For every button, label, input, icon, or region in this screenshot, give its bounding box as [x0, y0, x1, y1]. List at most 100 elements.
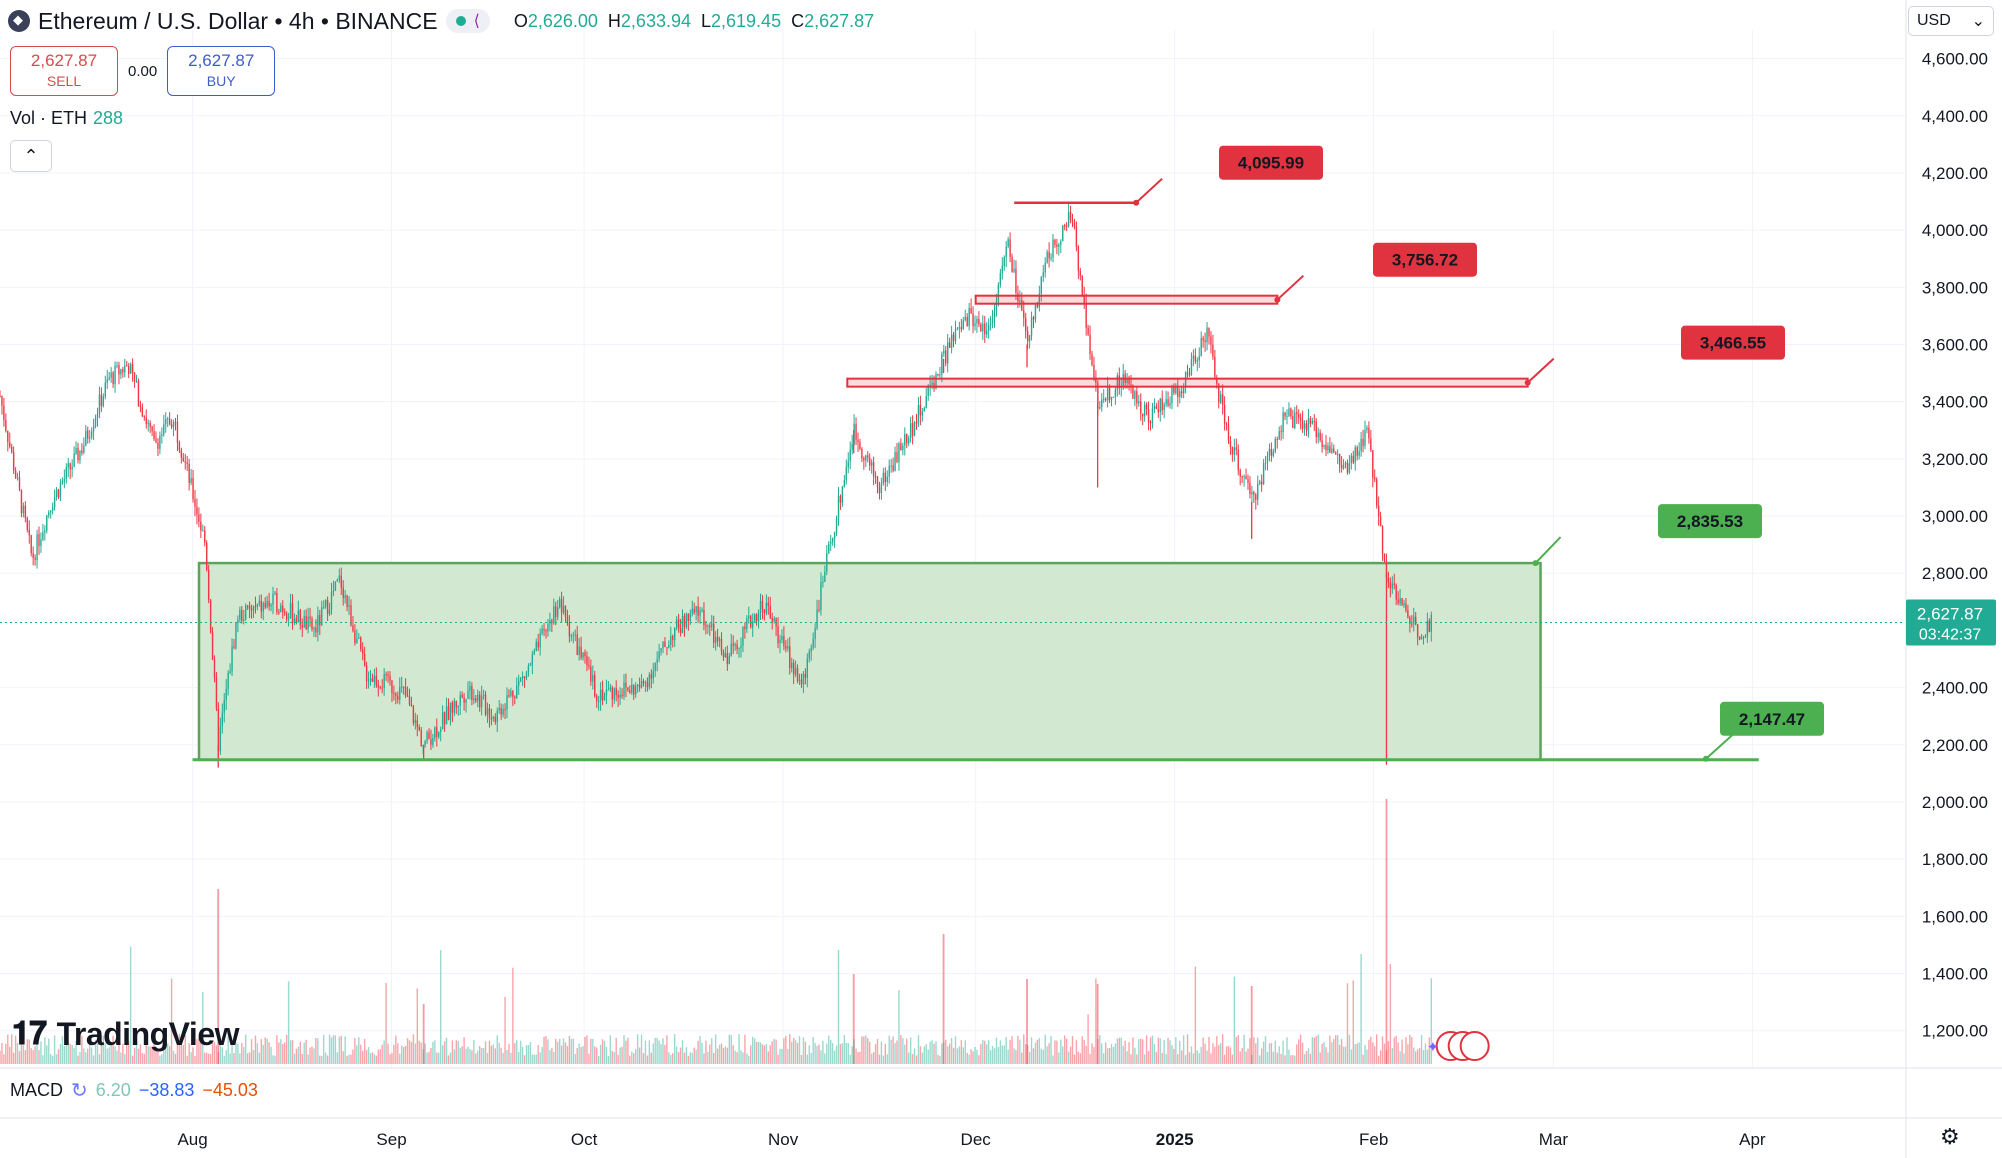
volume-bar: [0, 1050, 1, 1064]
candle-body: [102, 396, 105, 406]
candle-body: [570, 635, 573, 637]
y-axis-tick-label: 2,800.00: [1922, 564, 1988, 583]
candle-body: [1044, 262, 1046, 273]
volume-bar: [703, 1053, 705, 1064]
volume-bar: [931, 1040, 933, 1064]
candle-body: [1048, 251, 1050, 259]
volume-bar: [1239, 1051, 1241, 1064]
volume-bar: [896, 1040, 898, 1064]
candle-body: [1032, 317, 1035, 320]
candle-body: [1017, 292, 1019, 302]
sell-button[interactable]: 2,627.87 SELL: [10, 46, 118, 96]
macd-legend[interactable]: MACD ↻ 6.20 −38.83 −45.03: [10, 1078, 258, 1103]
candle-body: [553, 606, 555, 624]
candle-body: [153, 431, 155, 439]
volume-bar: [213, 1042, 216, 1064]
candle-body: [1270, 448, 1273, 456]
candle-body: [441, 712, 444, 730]
candle-body: [1403, 603, 1405, 606]
candle-body: [1050, 257, 1052, 259]
volume-bar: [81, 1036, 83, 1064]
volume-bar: [293, 1053, 296, 1064]
volume-bar: [96, 1035, 99, 1064]
candle-body: [209, 599, 212, 633]
volume-bar: [796, 1042, 799, 1064]
candle-body: [498, 707, 500, 711]
volume-bar: [1307, 1048, 1310, 1064]
candle-body: [1190, 358, 1193, 375]
refresh-icon[interactable]: ↻: [71, 1080, 88, 1102]
candle-body: [1376, 479, 1378, 506]
volume-bar: [689, 1052, 691, 1064]
volume-bar: [958, 1046, 961, 1064]
candle-body: [323, 606, 325, 608]
candle-body: [328, 609, 331, 614]
candle-body: [508, 695, 510, 697]
symbol-title[interactable]: Ethereum / U.S. Dollar • 4h • BINANCE: [38, 7, 438, 34]
share-icon[interactable]: ⟨: [473, 13, 480, 30]
candle-body: [750, 615, 752, 628]
candle-body: [660, 648, 662, 652]
candle-body: [874, 476, 877, 478]
volume-bar: [1073, 1054, 1076, 1064]
candle-body: [1153, 406, 1156, 409]
volume-bar: [16, 1042, 19, 1064]
candle-body: [917, 404, 920, 424]
candle-body: [851, 444, 853, 450]
volume-legend[interactable]: Vol · ETH 288: [10, 108, 123, 129]
volume-bar: [1323, 1042, 1325, 1064]
level-anchor: [1274, 296, 1281, 303]
volume-bar: [1415, 1051, 1417, 1064]
volume-bar: [833, 1050, 836, 1064]
volume-bar: [1309, 1053, 1312, 1064]
candle-body: [457, 705, 459, 708]
candle-body: [26, 517, 28, 530]
settings-gear-icon[interactable]: ⚙: [1940, 1124, 1960, 1149]
volume-bar: [909, 1037, 912, 1064]
candle-body: [1333, 448, 1335, 453]
volume-bar: [1376, 1034, 1378, 1064]
candle-body: [1416, 624, 1419, 637]
volume-bar: [1200, 1046, 1202, 1064]
volume-bar: [114, 1046, 116, 1064]
collapse-indicators-button[interactable]: ⌃: [10, 140, 52, 172]
volume-bar: [1067, 1051, 1070, 1064]
candle-body: [613, 688, 615, 700]
volume-bar: [274, 1055, 276, 1064]
candle-body: [1249, 483, 1251, 495]
volume-bar: [438, 1052, 440, 1064]
volume-bar: [654, 1037, 656, 1064]
volume-bar: [1079, 1053, 1081, 1064]
status-pill[interactable]: ⟨: [445, 9, 490, 33]
candle-body: [239, 609, 241, 620]
candle-body: [90, 431, 93, 438]
candle-body: [545, 629, 547, 632]
candle-body: [913, 422, 916, 436]
volume-bar: [1311, 1037, 1314, 1064]
candle-body: [1097, 383, 1099, 409]
candle-body: [966, 316, 968, 327]
candlestick-series: [0, 202, 1432, 768]
volume-bar: [804, 1041, 807, 1064]
market-open-dot-icon: [455, 16, 466, 26]
candle-body: [689, 613, 691, 621]
candle-body: [145, 417, 147, 424]
volume-bar: [461, 1046, 463, 1064]
volume-bar: [1301, 1042, 1304, 1064]
candle-body: [1335, 452, 1337, 455]
volume-bar: [566, 1045, 569, 1064]
buy-button[interactable]: 2,627.87 BUY: [167, 46, 276, 96]
candle-body: [34, 557, 36, 560]
volume-bar: [677, 1052, 680, 1064]
volume-bar: [580, 1047, 582, 1064]
volume-bar: [1081, 1036, 1083, 1064]
volume-bar: [599, 1044, 602, 1064]
currency-selector[interactable]: USD ⌄: [1908, 6, 1994, 36]
candle-body: [1266, 455, 1269, 463]
volume-bar: [258, 1052, 261, 1064]
candle-body: [806, 658, 808, 678]
volume-bar: [510, 1052, 512, 1064]
volume-bar: [572, 1038, 574, 1064]
candle-body: [94, 417, 97, 427]
